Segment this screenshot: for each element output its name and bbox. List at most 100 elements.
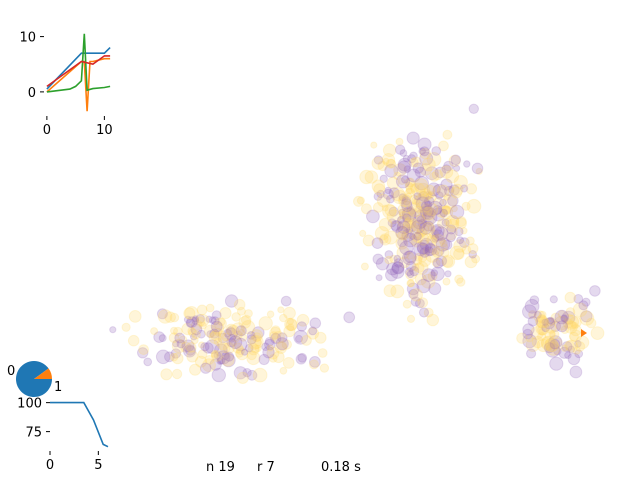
scatter-point	[270, 325, 281, 336]
scatter-point	[284, 317, 298, 332]
scatter-point	[522, 333, 537, 349]
scatter-point	[402, 154, 411, 163]
scatter-point	[226, 337, 237, 348]
scatter-point	[453, 248, 465, 260]
scatter-point	[545, 343, 561, 358]
pie-slice-0	[16, 361, 53, 398]
scatter-point	[238, 328, 246, 336]
scatter-point	[382, 188, 394, 200]
scatter-point	[545, 338, 559, 353]
scatter-point	[423, 220, 434, 232]
scatter-point	[563, 313, 575, 325]
scatter-point	[138, 344, 150, 356]
scatter-point	[240, 314, 252, 326]
scatter-point	[441, 254, 456, 269]
scatter-point	[398, 196, 408, 205]
scatter-point	[183, 315, 192, 324]
scatter-point	[232, 335, 240, 343]
scatter-point	[195, 316, 206, 327]
status-time: 0.18 s	[321, 460, 361, 475]
scatter-point	[413, 262, 425, 274]
scatter-point	[442, 277, 451, 286]
scatter-point	[216, 337, 230, 351]
scatter-point	[412, 214, 428, 230]
scatter-point	[404, 216, 417, 229]
scatter-point	[431, 225, 443, 236]
scatter-point	[464, 255, 478, 269]
scatter-point	[225, 323, 237, 336]
scatter-point	[450, 154, 462, 166]
scatter-point	[547, 317, 556, 326]
scatter-point	[456, 277, 466, 287]
scatter-point	[407, 279, 416, 288]
scatter-point	[406, 168, 421, 183]
scatter-point	[414, 166, 426, 178]
scatter-point	[408, 235, 420, 246]
scatter-point	[427, 200, 443, 216]
scatter-point	[258, 353, 270, 366]
scatter-point	[527, 316, 539, 327]
scatter-point	[221, 353, 235, 367]
status-count: n 19	[206, 460, 235, 475]
scatter-point	[246, 334, 257, 345]
scatter-point	[435, 205, 448, 218]
scatter-point	[445, 232, 456, 243]
scatter-point	[186, 350, 199, 363]
pie-tick-label-0: 0	[7, 364, 15, 379]
scatter-point	[416, 278, 431, 294]
scatter-point	[216, 357, 224, 365]
scatter-point	[408, 157, 419, 168]
scatter-point	[403, 250, 417, 264]
scatter-point	[443, 193, 451, 201]
scatter-point	[196, 304, 208, 316]
scatter-point	[386, 158, 397, 169]
scatter-point	[285, 318, 298, 332]
scatter-point	[401, 194, 409, 203]
scatter-point	[403, 233, 418, 248]
scatter-point	[416, 239, 432, 255]
scatter-point	[171, 368, 183, 380]
scatter-point	[438, 140, 449, 152]
scatter-point	[283, 325, 296, 338]
scatter-point	[399, 240, 414, 256]
scatter-point	[388, 206, 399, 217]
scatter-highlight-marker	[581, 329, 587, 337]
scatter-point	[190, 323, 203, 336]
scatter-point	[405, 260, 417, 272]
scatter-point	[422, 205, 435, 218]
scatter-point	[247, 343, 260, 356]
scatter-point	[236, 371, 249, 384]
scatter-point	[364, 170, 379, 184]
scatter-point	[529, 295, 540, 306]
scatter-point	[264, 336, 275, 347]
scatter-point	[181, 322, 194, 336]
scatter-point	[411, 156, 422, 168]
scatter-point	[560, 315, 569, 323]
scatter-point	[453, 175, 468, 190]
scatter-point	[463, 160, 471, 168]
scatter-point	[564, 314, 580, 329]
scatter-point	[417, 218, 427, 229]
scatter-point	[247, 335, 262, 350]
scatter-point	[360, 203, 372, 215]
scatter-point	[391, 261, 405, 274]
scatter-point	[449, 245, 465, 261]
scatter-point	[419, 151, 434, 166]
scatter-point	[250, 329, 264, 342]
scatter-point	[419, 190, 428, 199]
scatter-point	[387, 218, 397, 228]
scatter-point	[277, 332, 288, 343]
scatter-point	[397, 204, 407, 214]
scatter-point	[156, 308, 168, 320]
scatter-point	[402, 224, 412, 234]
scatter-point	[213, 317, 227, 331]
scatter-point	[415, 229, 425, 239]
scatter-point	[213, 351, 222, 360]
scatter-point	[402, 299, 412, 309]
scatter-point	[216, 350, 231, 365]
scatter-point	[407, 206, 416, 215]
scatter-point	[430, 269, 439, 277]
scatter-point	[397, 214, 412, 229]
scatter-point	[418, 307, 430, 318]
scatter-point	[420, 273, 436, 289]
